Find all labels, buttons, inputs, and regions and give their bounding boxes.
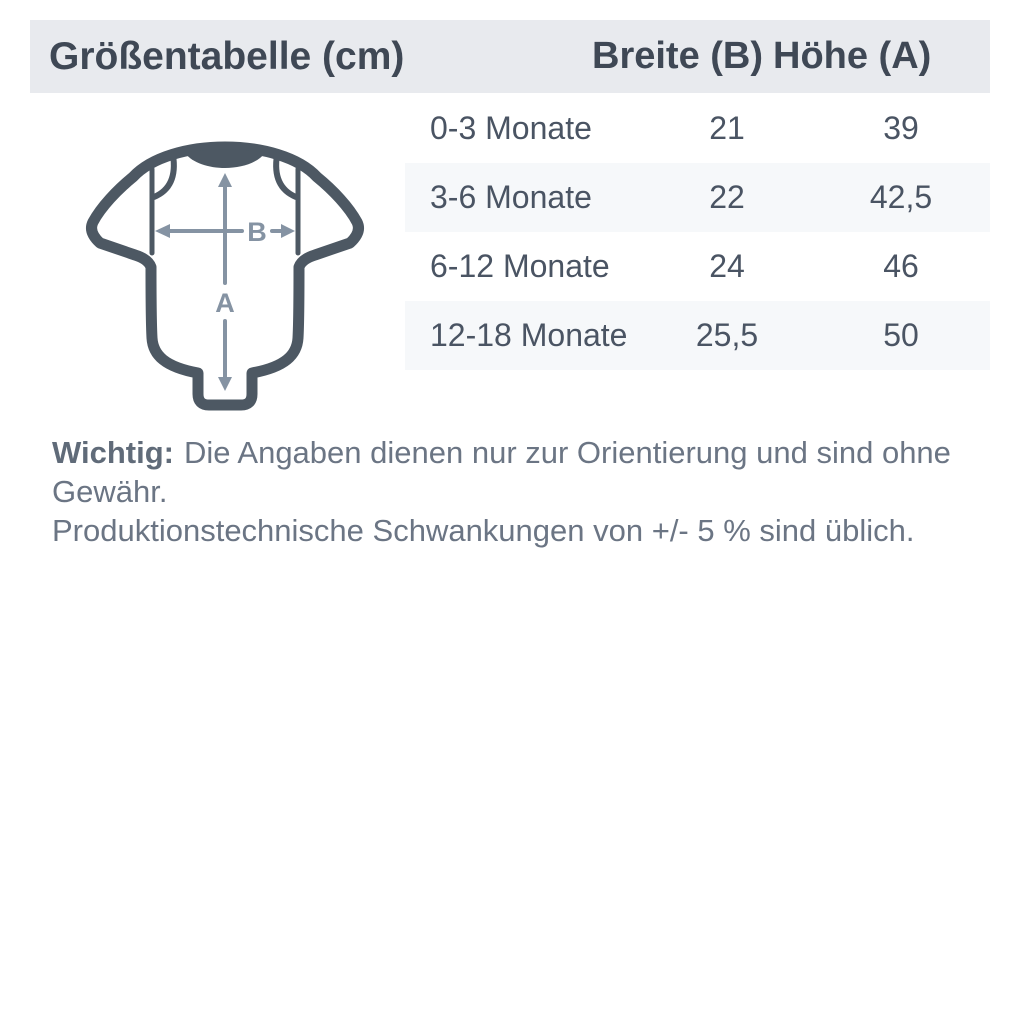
note-label: Wichtig: [52,435,174,470]
note-line-2: Produktionstechnische Schwankungen von +… [52,511,1024,550]
size-label: 0-3 Monate [430,110,592,146]
size-row-3-6: 3-6 Monate 22 42,5 [405,163,990,232]
size-row-0-3: 0-3 Monate 21 39 [405,94,990,163]
width-value: 24 [709,248,745,284]
height-value: 42,5 [869,179,933,215]
table-header-bar: Größentabelle (cm) Breite (B) Höhe (A) [30,20,990,93]
size-table: 0-3 Monate 21 39 3-6 Monate 22 42,5 6-12… [405,94,990,370]
size-label: 6-12 Monate [430,248,610,284]
height-value: 50 [883,317,919,353]
width-arrow-b [155,224,295,238]
bodysuit-seam-lines [149,152,301,256]
size-row-6-12: 6-12 Monate 24 46 [405,232,990,301]
width-value: 25,5 [695,317,759,353]
bodysuit-diagram-svg: B A [86,141,364,411]
height-value: 46 [883,248,919,284]
column-header-width: Breite (B) [592,35,764,77]
note-text-1: Die Angaben dienen nur zur Orientierung … [52,435,951,509]
width-value: 21 [709,110,745,146]
size-label: 12-18 Monate [430,317,628,353]
width-label: B [247,217,267,247]
size-label: 3-6 Monate [430,179,592,215]
note-line-1: Wichtig: Die Angaben dienen nur zur Orien… [52,433,1024,511]
neck-opening [185,149,265,168]
column-header-height: Höhe (A) [773,35,932,77]
height-label: A [215,288,235,318]
bodysuit-measure-diagram: B A [85,115,365,415]
size-row-12-18: 12-18 Monate 25,5 50 [405,301,990,370]
page-title: Größentabelle (cm) [49,34,405,78]
height-value: 39 [883,110,919,146]
left-shoulder-fold [151,152,177,200]
width-value: 22 [709,179,745,215]
disclaimer-note: Wichtig: Die Angaben dienen nur zur Orien… [52,433,1024,550]
height-arrow-a [218,173,232,391]
right-shoulder-fold [273,152,299,200]
note-text-2: Produktionstechnische Schwankungen von +… [52,513,915,548]
